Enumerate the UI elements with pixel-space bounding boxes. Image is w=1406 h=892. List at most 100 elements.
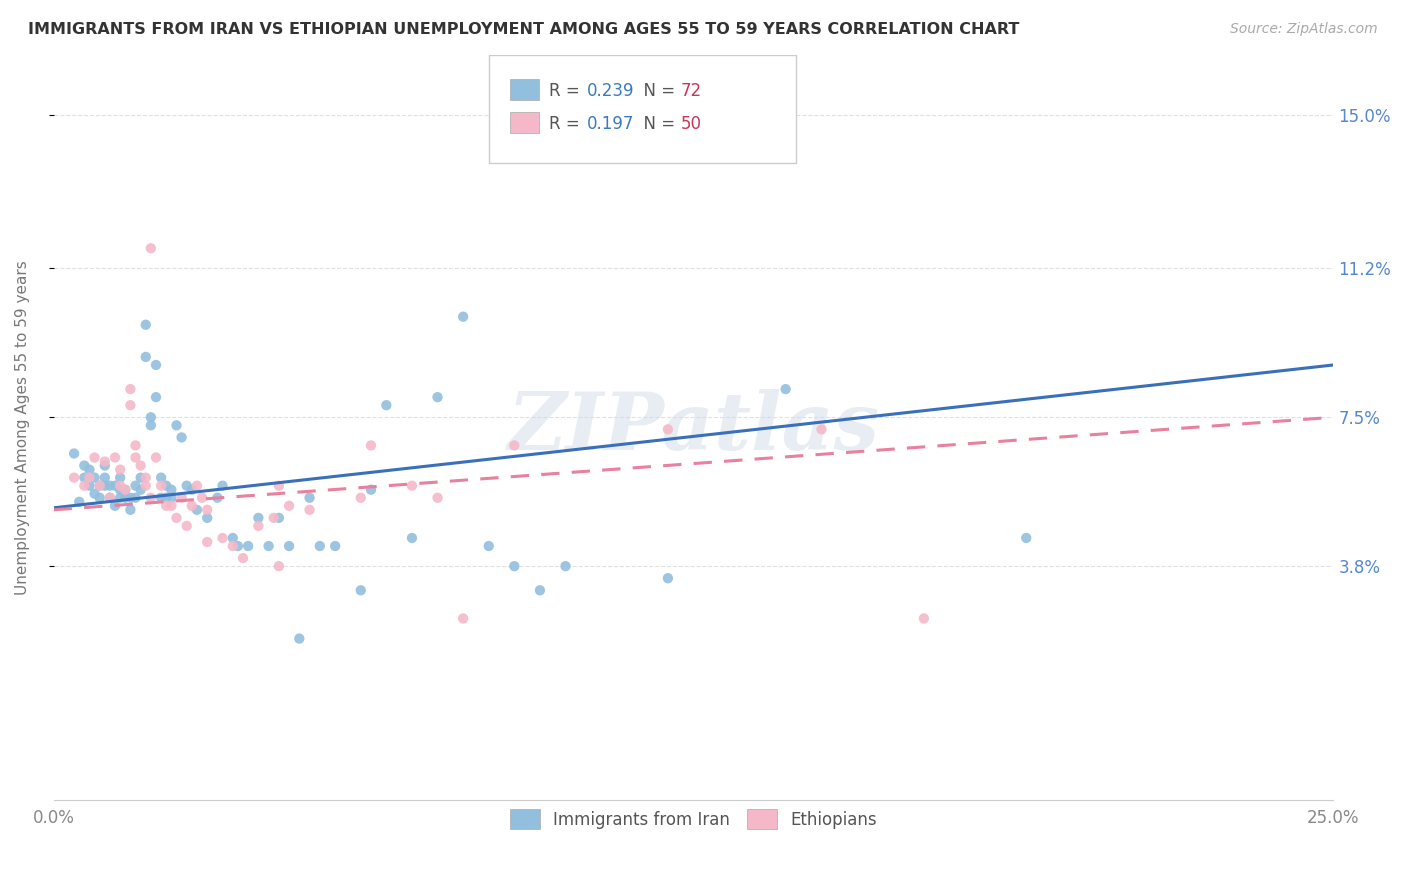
Point [195, 503, 218, 517]
Text: N =: N = [633, 82, 681, 100]
Point [98, 491, 121, 505]
Point [186, 478, 208, 492]
Point [451, 310, 474, 324]
Point [83, 450, 105, 465]
Point [350, 491, 373, 505]
Point [114, 483, 136, 497]
Point [222, 531, 245, 545]
Point [108, 478, 131, 492]
Text: Source: ZipAtlas.com: Source: ZipAtlas.com [1230, 22, 1378, 37]
Point [124, 491, 146, 505]
Point [135, 350, 157, 364]
Point [267, 478, 290, 492]
Point [657, 571, 679, 585]
Point [176, 478, 198, 492]
Point [120, 382, 142, 396]
Point [73, 478, 96, 492]
Point [104, 450, 127, 465]
Point [195, 511, 218, 525]
Point [135, 470, 157, 484]
Point [426, 390, 449, 404]
Point [166, 418, 188, 433]
Text: IMMIGRANTS FROM IRAN VS ETHIOPIAN UNEMPLOYMENT AMONG AGES 55 TO 59 YEARS CORRELA: IMMIGRANTS FROM IRAN VS ETHIOPIAN UNEMPL… [28, 22, 1019, 37]
Point [98, 491, 121, 505]
Point [104, 499, 127, 513]
Point [79, 470, 101, 484]
Point [1015, 531, 1038, 545]
Point [775, 382, 797, 396]
Point [108, 462, 131, 476]
Point [114, 483, 136, 497]
Point [79, 478, 101, 492]
Point [104, 478, 127, 492]
Point [114, 491, 136, 505]
Point [124, 478, 146, 492]
Point [308, 539, 330, 553]
Point [166, 511, 188, 525]
Point [247, 511, 270, 525]
Point [108, 483, 131, 497]
Point [176, 519, 198, 533]
Point [350, 583, 373, 598]
Text: 0.197: 0.197 [588, 115, 634, 134]
Point [360, 438, 382, 452]
Point [94, 470, 117, 484]
Point [63, 446, 86, 460]
Point [63, 470, 86, 484]
Legend: Immigrants from Iran, Ethiopians: Immigrants from Iran, Ethiopians [503, 802, 883, 836]
Point [120, 491, 142, 505]
Point [145, 450, 167, 465]
Point [129, 483, 152, 497]
Point [267, 559, 290, 574]
Point [135, 478, 157, 492]
Point [247, 519, 270, 533]
Point [94, 458, 117, 473]
Point [160, 499, 183, 513]
Point [139, 410, 162, 425]
Point [810, 422, 832, 436]
Point [139, 241, 162, 255]
Point [160, 491, 183, 505]
Point [323, 539, 346, 553]
Point [98, 478, 121, 492]
Point [124, 450, 146, 465]
Point [145, 390, 167, 404]
Point [529, 583, 551, 598]
Point [401, 478, 423, 492]
Point [94, 454, 117, 468]
Point [503, 438, 526, 452]
Text: ZIPatlas: ZIPatlas [508, 389, 880, 467]
Point [83, 487, 105, 501]
Point [155, 491, 177, 505]
Point [451, 611, 474, 625]
Point [207, 491, 229, 505]
Point [503, 559, 526, 574]
Point [195, 535, 218, 549]
Point [170, 491, 193, 505]
Point [150, 491, 173, 505]
Point [89, 478, 111, 492]
Point [257, 539, 280, 553]
Point [135, 318, 157, 332]
Point [180, 483, 202, 497]
Point [222, 539, 245, 553]
Point [83, 470, 105, 484]
Point [211, 531, 233, 545]
Point [160, 483, 183, 497]
Point [129, 458, 152, 473]
Point [145, 358, 167, 372]
Point [232, 551, 254, 566]
Point [108, 470, 131, 484]
Text: 72: 72 [681, 82, 702, 100]
Point [89, 491, 111, 505]
Point [79, 462, 101, 476]
Point [278, 499, 301, 513]
Point [278, 539, 301, 553]
Point [360, 483, 382, 497]
Point [67, 495, 90, 509]
Point [150, 470, 173, 484]
Point [139, 418, 162, 433]
FancyBboxPatch shape [510, 112, 538, 133]
Point [139, 491, 162, 505]
Point [426, 491, 449, 505]
